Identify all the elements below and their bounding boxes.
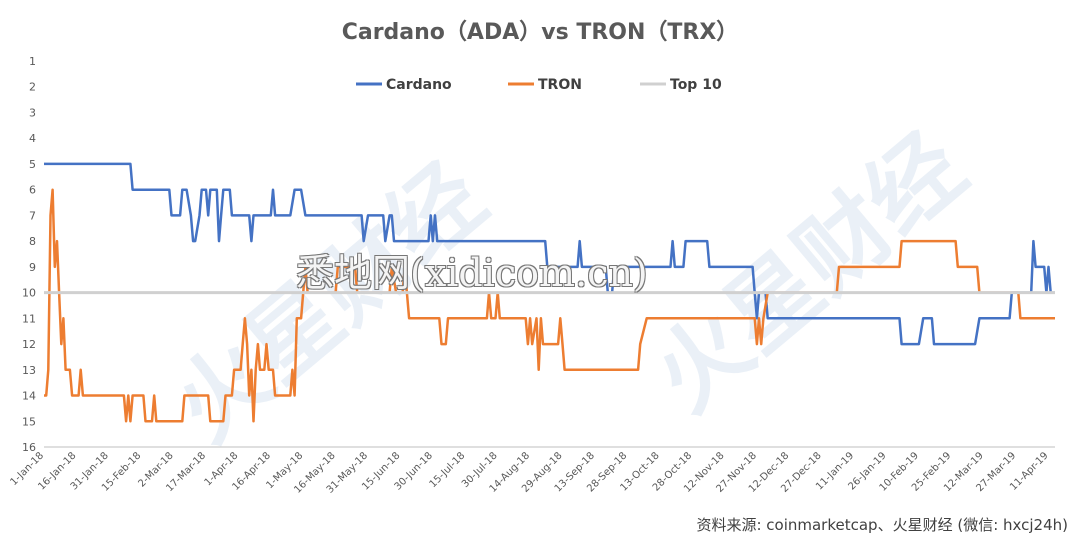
y-tick-label: 1 — [29, 55, 36, 68]
y-tick-label: 6 — [29, 184, 36, 197]
legend-label: Cardano — [386, 77, 452, 93]
y-tick-label: 14 — [22, 390, 36, 403]
series-line-cardano — [44, 162, 1055, 346]
series-line-tron — [44, 188, 1055, 423]
y-tick-label: 16 — [22, 441, 36, 454]
legend-label: Top 10 — [670, 77, 722, 93]
chart-title: Cardano（ADA）vs TRON（TRX） — [341, 20, 739, 45]
source-note: 资料来源: coinmarketcap、火星财经 (微信: hxcj24h) — [696, 516, 1068, 534]
y-tick-label: 15 — [22, 415, 36, 428]
y-tick-label: 13 — [22, 364, 36, 377]
y-tick-label: 3 — [29, 106, 36, 119]
y-tick-label: 4 — [29, 132, 36, 145]
y-tick-label: 11 — [22, 312, 36, 325]
y-tick-label: 12 — [22, 338, 36, 351]
y-tick-label: 9 — [29, 261, 36, 274]
legend-label: TRON — [538, 77, 582, 93]
y-tick-label: 8 — [29, 235, 36, 248]
y-tick-label: 5 — [29, 158, 36, 171]
y-tick-label: 7 — [29, 209, 36, 222]
site-watermark: 悉地网(xidicom.cn) — [296, 251, 648, 295]
y-tick-label: 10 — [22, 287, 36, 300]
y-tick-label: 2 — [29, 81, 36, 94]
